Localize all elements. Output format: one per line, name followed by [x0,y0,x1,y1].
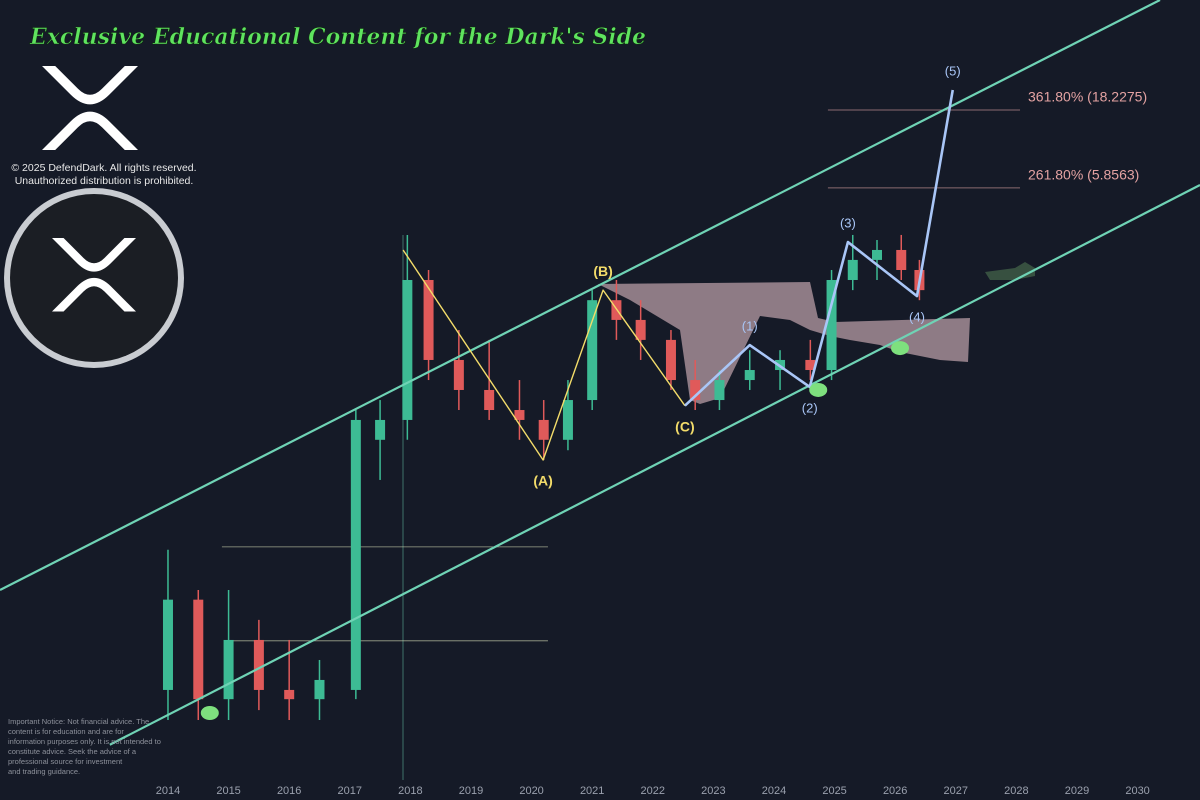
channel-line [0,0,1161,591]
candle-body [162,599,173,690]
candle-body [423,279,434,360]
disclaimer-line: professional source for investment [8,757,123,766]
wave-label: (A) [533,473,552,489]
candle-body [253,639,264,690]
wave-label: (B) [593,263,612,279]
candle-body [805,359,816,371]
wave-label: (1) [742,318,758,333]
candle-body [350,419,361,690]
wave-label: (3) [840,215,856,230]
x-tick-label: 2019 [459,785,483,797]
disclaimer-line: information purposes only. It is not int… [8,737,161,746]
candle-body [872,249,883,260]
candle-body [826,279,837,371]
candle-body [896,249,907,270]
x-tick-label: 2020 [519,785,543,797]
wave-label: (4) [909,310,925,325]
x-tick-label: 2026 [883,785,907,797]
disclaimer-line: and trading guidance. [8,767,80,776]
copyright: © 2025 DefendDark. All rights reserved. [11,162,196,174]
x-tick-label: 2022 [641,785,665,797]
candle-body [484,389,495,411]
disclaimer-line: constitute advice. Seek the advice of a [8,747,137,756]
candle-body [847,259,858,280]
x-tick-label: 2027 [944,785,968,797]
wave-label: (2) [802,400,818,415]
xrp-logo [42,66,138,150]
wave-line [684,89,955,407]
x-tick-label: 2030 [1125,785,1149,797]
fib-label: 361.80% (18.2275) [1028,89,1147,105]
disclaimer: Important Notice: Not financial advice. … [8,717,161,776]
candle-body [562,400,573,440]
x-tick-label: 2025 [822,785,846,797]
candle-body [514,410,525,420]
x-tick-label: 2014 [156,785,180,797]
candle-body [714,380,725,401]
candle-body [284,689,295,700]
candle-body [635,319,646,340]
fib-label: 261.80% (5.8563) [1028,167,1139,183]
wave-label: (C) [675,418,694,434]
candle-body [193,599,204,700]
x-tick-label: 2015 [216,785,240,797]
copyright-notice: Unauthorized distribution is prohibited. [15,175,194,187]
x-tick-label: 2028 [1004,785,1028,797]
disclaimer-line: Important Notice: Not financial advice. … [8,717,149,726]
support-marker [200,705,219,720]
candle-body [314,679,325,700]
candle-body [538,419,549,440]
x-tick-label: 2024 [762,785,786,797]
candle-body [665,339,676,381]
x-tick-label: 2017 [338,785,362,797]
candle-body [453,359,464,390]
x-tick-label: 2029 [1065,785,1089,797]
x-tick-label: 2023 [701,785,725,797]
candle-body [223,639,234,700]
x-tick-label: 2021 [580,785,604,797]
x-tick-label: 2018 [398,785,422,797]
xrp-coin [4,188,184,368]
wave-label: (5) [945,63,961,78]
ichimoku-cloud [598,282,970,404]
channel-line [109,184,1200,746]
chart-title: Exclusive Educational Content for the Da… [29,24,646,50]
support-marker [809,382,828,397]
wave-line [402,249,686,461]
candle-body [402,279,413,420]
candle-body [744,370,755,381]
x-tick-label: 2016 [277,785,301,797]
disclaimer-line: content is for education and are for [8,727,124,736]
candle-body [375,419,386,440]
support-marker [891,341,910,356]
candle-body [690,380,701,401]
candle-body [587,300,598,401]
